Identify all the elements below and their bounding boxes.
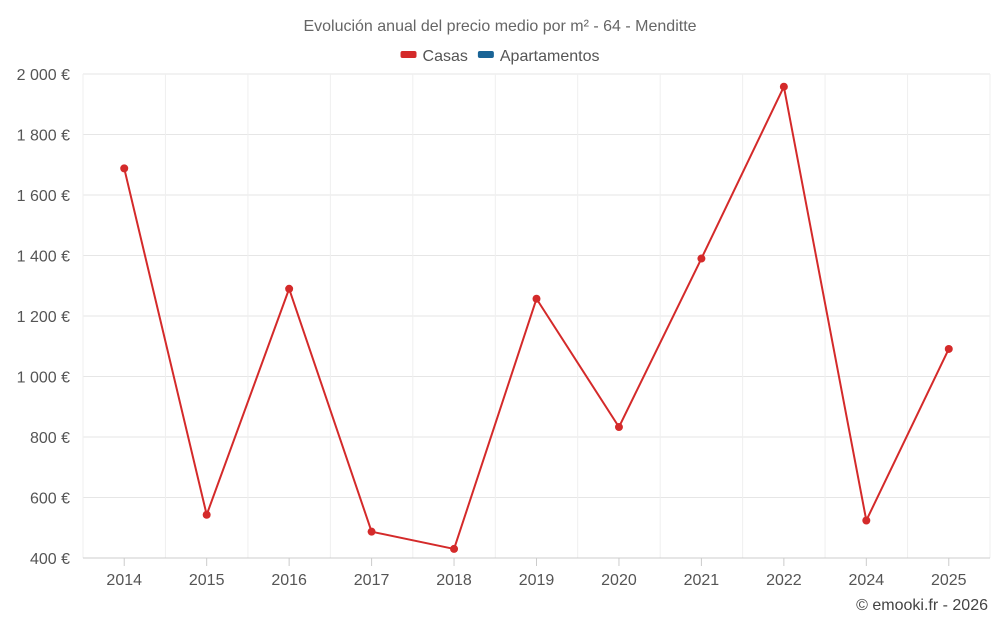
data-point[interactable] [120, 164, 129, 173]
data-point[interactable] [779, 82, 788, 91]
data-point[interactable] [367, 527, 376, 536]
y-tick-label: 1 200 € [17, 309, 70, 326]
legend-label: Casas [423, 48, 468, 65]
legend: Casas Apartamentos [400, 48, 600, 65]
x-tick-label: 2025 [931, 572, 967, 589]
legend-swatch [400, 51, 417, 58]
data-point[interactable] [532, 294, 541, 303]
data-point[interactable] [862, 516, 871, 525]
x-tick-label: 2018 [436, 572, 472, 589]
data-point[interactable] [202, 510, 211, 519]
y-axis: 400 € 600 € 800 € 1 000 € 1 200 € 1 400 € 1 60… [17, 67, 70, 568]
chart-title: Evolución anual del precio medio por m² … [303, 18, 696, 35]
data-point[interactable] [285, 284, 294, 293]
data-point[interactable] [697, 254, 706, 263]
x-tick-label: 2022 [766, 572, 802, 589]
x-tick-label: 2019 [519, 572, 555, 589]
y-tick-label: 1 000 € [17, 370, 70, 387]
y-tick-label: 600 € [30, 491, 70, 508]
x-tick-label: 2014 [106, 572, 142, 589]
gridlines [82, 73, 991, 559]
y-tick-label: 1 600 € [17, 188, 70, 205]
x-tick-label: 2024 [849, 572, 885, 589]
data-point[interactable] [944, 344, 953, 353]
data-point[interactable] [450, 544, 459, 553]
legend-item-casas[interactable]: Casas [400, 48, 468, 65]
x-tick-label: 2015 [189, 572, 225, 589]
x-tick-label: 2020 [601, 572, 637, 589]
x-tick-label: 2017 [354, 572, 390, 589]
legend-item-apartamentos[interactable]: Apartamentos [477, 48, 600, 65]
x-tick-label: 2016 [271, 572, 307, 589]
legend-swatch [477, 51, 494, 58]
x-axis: 2014 2015 2016 2017 2018 2019 2020 2021 2022 2024… [83, 557, 990, 589]
data-point[interactable] [614, 423, 623, 432]
y-tick-label: 400 € [30, 551, 70, 568]
y-tick-label: 800 € [30, 430, 70, 447]
y-tick-label: 1 400 € [17, 249, 70, 266]
credit-text: © emooki.fr - 2026 [856, 597, 988, 614]
x-tick-label: 2021 [684, 572, 720, 589]
y-tick-label: 1 800 € [17, 128, 70, 145]
y-tick-label: 2 000 € [17, 67, 70, 84]
series-layer [120, 82, 953, 553]
legend-label: Apartamentos [500, 48, 600, 65]
